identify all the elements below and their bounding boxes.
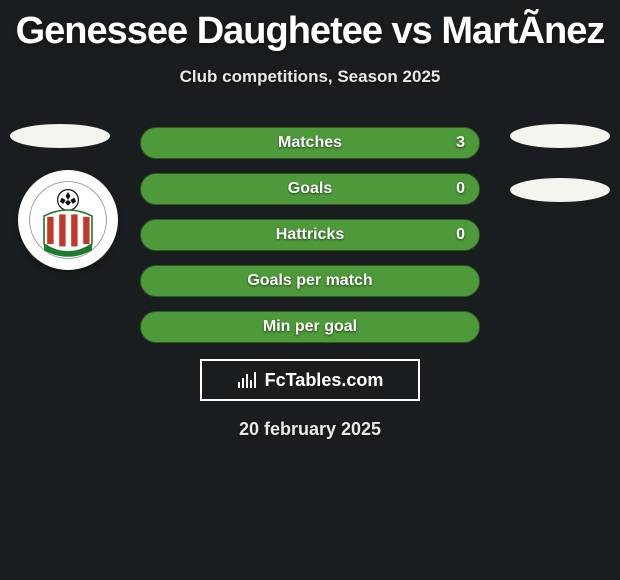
stat-value-right: 0: [456, 180, 465, 198]
brand-box: FcTables.com: [200, 359, 420, 401]
club-right-badge-placeholder: [510, 178, 610, 202]
stat-label: Goals: [288, 180, 332, 198]
subtitle: Club competitions, Season 2025: [0, 67, 620, 87]
date-line: 20 february 2025: [0, 419, 620, 440]
stat-label: Hattricks: [276, 226, 344, 244]
stat-row-goals-per-match: Goals per match: [140, 265, 480, 297]
page-title: Genessee Daughetee vs MartÃnez: [0, 0, 620, 53]
stat-value-right: 3: [456, 134, 465, 152]
player-left-avatar-placeholder: [10, 124, 110, 148]
stat-label: Matches: [278, 134, 342, 152]
stat-row-matches: Matches 3: [140, 127, 480, 159]
stat-row-hattricks: Hattricks 0: [140, 219, 480, 251]
bar-chart-icon: [237, 370, 259, 390]
player-right-avatar-placeholder: [510, 124, 610, 148]
brand-text: FcTables.com: [265, 370, 384, 391]
stat-value-right: 0: [456, 226, 465, 244]
stat-row-goals: Goals 0: [140, 173, 480, 205]
club-crest-icon: [28, 180, 108, 260]
stat-row-min-per-goal: Min per goal: [140, 311, 480, 343]
club-left-badge: [18, 170, 118, 270]
stat-label: Goals per match: [247, 272, 372, 290]
stat-label: Min per goal: [263, 318, 357, 336]
